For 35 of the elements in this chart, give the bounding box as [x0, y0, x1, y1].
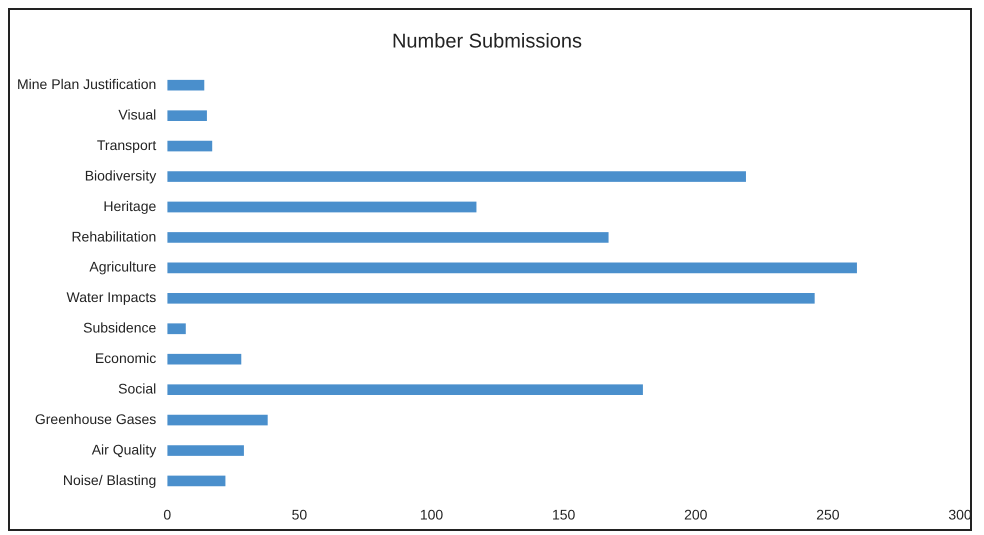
- bar: [167, 414, 268, 426]
- y-tick-label: Air Quality: [92, 441, 156, 458]
- bar: [167, 232, 609, 243]
- y-tick-label: Biodiversity: [84, 167, 156, 184]
- bar: [167, 262, 857, 274]
- bar: [167, 445, 244, 456]
- bar: [167, 476, 226, 486]
- y-tick-label: Visual: [118, 106, 156, 123]
- y-tick-label: Heritage: [103, 198, 156, 214]
- x-tick-label: 100: [420, 506, 444, 522]
- bar: [167, 202, 476, 212]
- y-tick-label: Water Impacts: [66, 289, 156, 306]
- x-tick-label: 50: [292, 506, 308, 522]
- y-tick-label: Mine Plan Justification: [16, 76, 156, 92]
- chart-title: Number Submissions: [392, 30, 582, 53]
- y-tick-label: Subsidence: [83, 320, 156, 336]
- y-tick-label: Agriculture: [89, 258, 156, 275]
- bar: [167, 80, 204, 91]
- y-tick-label: Rehabilitation: [71, 228, 156, 244]
- y-tick-label: Transport: [96, 136, 156, 153]
- y-tick-label: Noise/ Blasting: [62, 472, 156, 488]
- bar: [167, 110, 207, 121]
- y-tick-label: Social: [118, 380, 156, 397]
- bar: [167, 171, 746, 182]
- x-tick-label: 200: [684, 506, 708, 522]
- y-tick-label: Greenhouse Gases: [34, 410, 156, 427]
- bar: [167, 140, 212, 152]
- x-tick-label: 0: [163, 506, 172, 522]
- y-tick-label: Economic: [94, 350, 156, 366]
- bar: [167, 384, 643, 395]
- x-tick-label: 150: [552, 506, 576, 522]
- x-tick-label: 250: [816, 506, 840, 522]
- bar: [167, 292, 815, 304]
- bar: [167, 323, 186, 334]
- bar: [167, 354, 242, 365]
